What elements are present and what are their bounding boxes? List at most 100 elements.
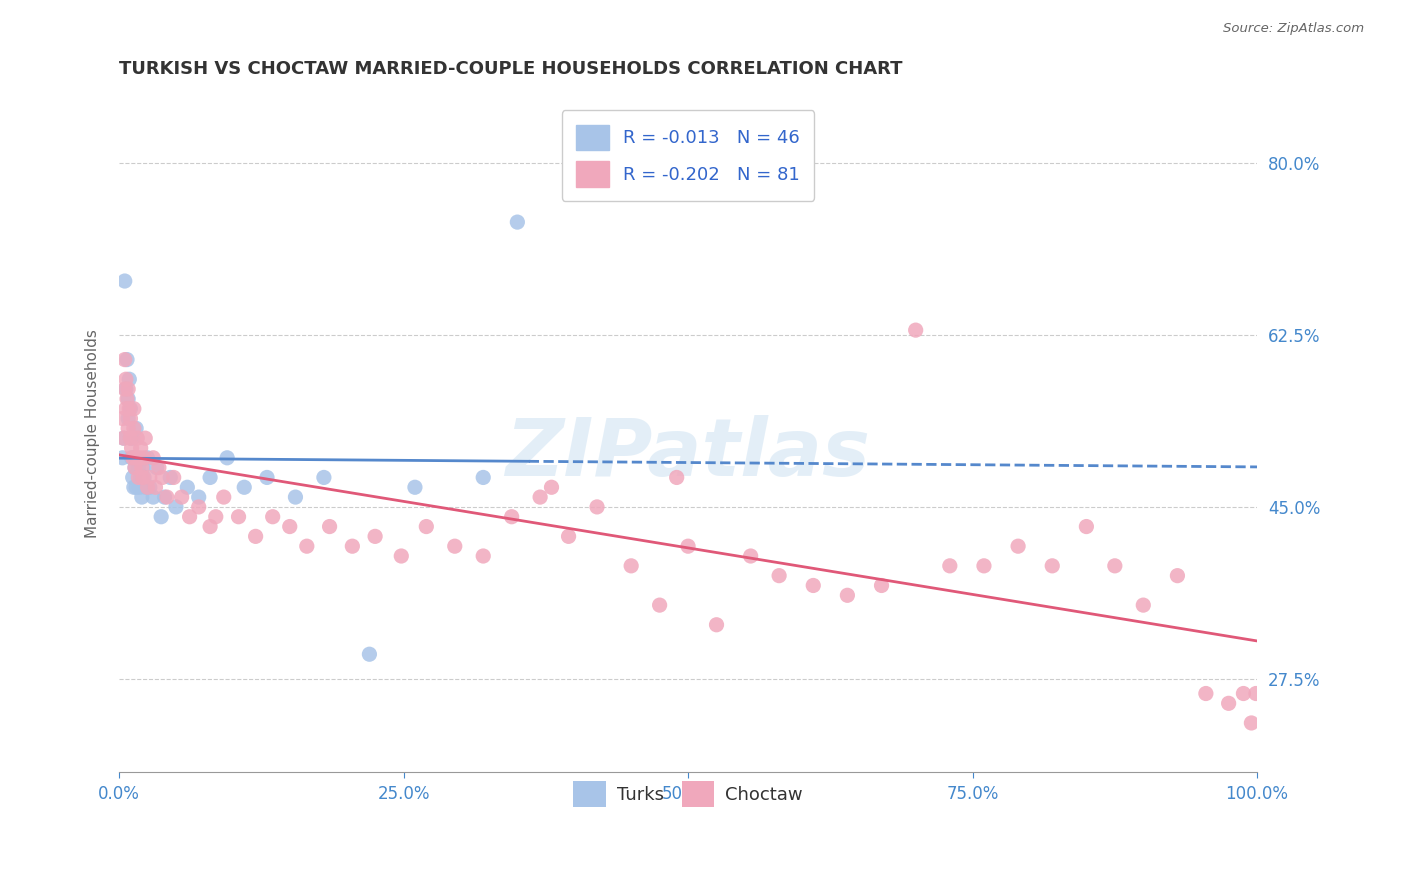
Legend: Turks, Choctaw: Turks, Choctaw: [567, 774, 810, 814]
Point: [586, 500, 609, 514]
Point: [217, 450, 239, 465]
Point: [139, 470, 162, 484]
Point: [127, 431, 149, 445]
Point: [122, 480, 145, 494]
Point: [125, 450, 148, 465]
Point: [212, 490, 235, 504]
Point: [136, 480, 159, 494]
Point: [179, 509, 201, 524]
Point: [111, 450, 134, 465]
Point: [1040, 558, 1063, 573]
Point: [1218, 696, 1240, 710]
Point: [124, 460, 146, 475]
Point: [121, 441, 143, 455]
Point: [122, 450, 145, 465]
Point: [245, 529, 267, 543]
Text: Source: ZipAtlas.com: Source: ZipAtlas.com: [1223, 22, 1364, 36]
Point: [115, 382, 138, 396]
Point: [127, 450, 149, 465]
Point: [112, 431, 135, 445]
Point: [163, 470, 186, 484]
Point: [121, 450, 143, 465]
Point: [506, 215, 529, 229]
Point: [117, 411, 139, 425]
Point: [145, 480, 167, 494]
Point: [124, 460, 146, 475]
Point: [706, 617, 728, 632]
Y-axis label: Married-couple Households: Married-couple Households: [86, 329, 100, 538]
Point: [148, 460, 170, 475]
Point: [973, 558, 995, 573]
Point: [115, 352, 138, 367]
Point: [198, 470, 221, 484]
Point: [132, 470, 155, 484]
Point: [295, 539, 318, 553]
Point: [284, 490, 307, 504]
Point: [557, 529, 579, 543]
Point: [114, 352, 136, 367]
Point: [156, 490, 179, 504]
Point: [125, 421, 148, 435]
Point: [142, 450, 165, 465]
Point: [122, 421, 145, 435]
Point: [139, 480, 162, 494]
Point: [768, 568, 790, 582]
Point: [120, 411, 142, 425]
Point: [129, 470, 152, 484]
Point: [114, 382, 136, 396]
Point: [117, 382, 139, 396]
Point: [117, 392, 139, 406]
Text: ZIPatlas: ZIPatlas: [506, 415, 870, 492]
Point: [120, 431, 142, 445]
Point: [364, 529, 387, 543]
Point: [676, 539, 699, 553]
Point: [131, 490, 153, 504]
Point: [129, 441, 152, 455]
Point: [472, 470, 495, 484]
Point: [228, 509, 250, 524]
Point: [359, 647, 381, 661]
Point: [121, 470, 143, 484]
Point: [318, 519, 340, 533]
Point: [1244, 686, 1267, 700]
Point: [112, 431, 135, 445]
Point: [837, 588, 859, 602]
Point: [187, 490, 209, 504]
Point: [120, 401, 142, 416]
Point: [312, 470, 335, 484]
Point: [115, 401, 138, 416]
Point: [118, 401, 141, 416]
Point: [204, 509, 226, 524]
Point: [125, 480, 148, 494]
Point: [389, 549, 412, 563]
Point: [134, 431, 156, 445]
Point: [198, 519, 221, 533]
Point: [1232, 686, 1254, 700]
Point: [443, 539, 465, 553]
Point: [159, 470, 181, 484]
Point: [120, 431, 142, 445]
Point: [121, 450, 143, 465]
Point: [132, 460, 155, 475]
Point: [278, 519, 301, 533]
Point: [648, 598, 671, 612]
Point: [170, 490, 193, 504]
Point: [187, 500, 209, 514]
Point: [128, 480, 150, 494]
Point: [620, 558, 643, 573]
Point: [111, 411, 134, 425]
Point: [415, 519, 437, 533]
Point: [801, 578, 824, 592]
Point: [939, 558, 962, 573]
Point: [121, 431, 143, 445]
Point: [1007, 539, 1029, 553]
Point: [665, 470, 688, 484]
Point: [540, 480, 562, 494]
Point: [115, 392, 138, 406]
Point: [165, 500, 187, 514]
Point: [1240, 716, 1263, 731]
Point: [115, 372, 138, 386]
Point: [233, 480, 256, 494]
Point: [150, 470, 173, 484]
Point: [118, 372, 141, 386]
